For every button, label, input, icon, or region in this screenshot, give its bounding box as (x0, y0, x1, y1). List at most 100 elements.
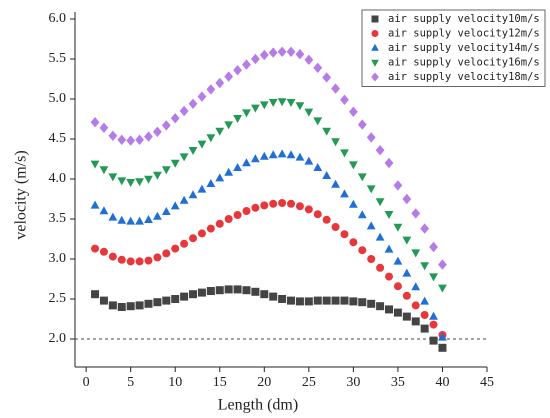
marker (126, 302, 135, 311)
marker (268, 99, 278, 107)
marker (375, 145, 385, 156)
marker (286, 99, 296, 107)
marker (161, 120, 171, 131)
marker (295, 297, 304, 306)
marker (366, 221, 376, 230)
marker (90, 160, 100, 169)
marker (402, 291, 411, 300)
marker (304, 297, 313, 306)
y-tick-label: 2.5 (49, 291, 67, 306)
marker (331, 223, 340, 231)
marker (402, 312, 411, 321)
marker (99, 296, 108, 305)
marker (144, 299, 153, 308)
marker (366, 132, 376, 143)
marker (277, 46, 287, 57)
marker (126, 179, 136, 187)
marker (348, 161, 358, 170)
marker (197, 184, 207, 193)
legend-label: air supply velocity16m/s (388, 57, 540, 69)
x-tick-label: 35 (391, 375, 405, 390)
marker (278, 295, 287, 303)
marker (340, 230, 349, 239)
marker (402, 268, 412, 277)
y-tick-label: 3.0 (49, 251, 67, 266)
marker (153, 253, 162, 262)
marker (376, 263, 385, 272)
legend-label: air supply velocity12m/s (388, 28, 540, 40)
marker (393, 256, 403, 265)
marker (233, 211, 242, 219)
marker (180, 239, 189, 248)
marker (206, 134, 216, 143)
marker (438, 284, 447, 293)
x-tick-label: 5 (127, 375, 134, 390)
marker (385, 305, 394, 314)
marker (367, 299, 376, 308)
marker (224, 71, 234, 82)
marker (197, 288, 206, 297)
legend-label: air supply velocity18m/s (388, 71, 540, 83)
marker (295, 49, 305, 60)
legend-label: air supply velocity10m/s (388, 13, 540, 25)
marker (393, 223, 403, 232)
x-tick-label: 0 (83, 375, 90, 390)
marker (242, 109, 251, 118)
marker (371, 43, 379, 51)
marker (233, 163, 242, 171)
marker (135, 134, 144, 145)
marker (117, 303, 126, 311)
y-tick-label: 5.0 (49, 91, 67, 106)
marker (108, 173, 118, 182)
x-tick-label: 40 (435, 375, 449, 390)
y-tick-label: 5.5 (49, 51, 67, 66)
marker (215, 173, 225, 182)
y-tick-label: 3.5 (49, 211, 67, 226)
marker (313, 163, 323, 171)
marker (371, 30, 379, 37)
x-tick-label: 45 (480, 375, 494, 390)
marker (371, 59, 379, 67)
marker (135, 301, 144, 310)
marker (313, 62, 323, 73)
marker (242, 207, 251, 215)
marker (189, 290, 198, 299)
marker (162, 296, 171, 305)
marker (411, 249, 421, 258)
y-tick-label: 6.0 (49, 11, 67, 26)
marker (99, 122, 109, 133)
marker (358, 246, 367, 255)
marker (393, 282, 402, 291)
marker (371, 15, 379, 23)
marker (170, 159, 180, 168)
marker (277, 149, 287, 158)
marker (171, 244, 180, 253)
marker (242, 158, 251, 167)
marker (304, 156, 314, 165)
marker (215, 286, 224, 295)
marker (268, 47, 278, 58)
marker (153, 126, 162, 137)
marker (429, 336, 438, 345)
marker (287, 296, 296, 305)
marker (331, 296, 340, 305)
marker (144, 131, 153, 142)
y-axis-label: velocity (m/s) (13, 150, 30, 239)
marker (331, 83, 340, 94)
marker (322, 72, 332, 83)
marker (331, 179, 340, 188)
marker (371, 72, 379, 82)
marker (420, 223, 430, 234)
marker (322, 171, 332, 179)
marker (206, 179, 216, 187)
x-tick-label: 25 (302, 375, 316, 390)
marker (215, 219, 224, 228)
marker (438, 332, 447, 341)
marker (375, 198, 385, 207)
marker (260, 201, 269, 210)
marker (348, 106, 358, 117)
marker (161, 166, 171, 175)
marker (126, 257, 135, 266)
marker (233, 65, 242, 76)
